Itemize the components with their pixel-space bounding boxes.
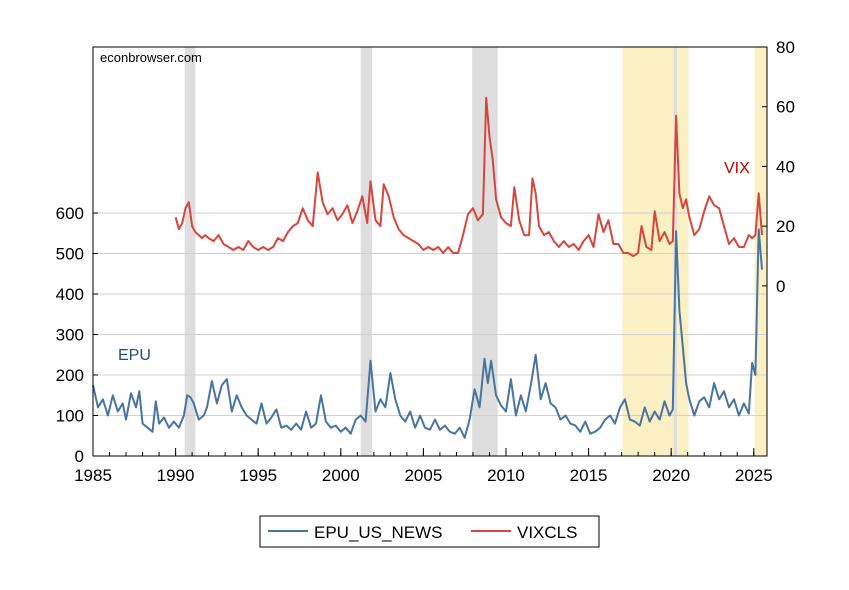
x-tick-label: 2020 <box>652 466 690 485</box>
y-right-tick-label: 0 <box>776 277 785 296</box>
legend-label-vix: VIXCLS <box>517 523 577 542</box>
series-line-epu_us_news <box>92 228 763 439</box>
y-axis-right: 0 20 40 60 80 <box>762 38 795 296</box>
x-tick-label: 2025 <box>735 466 773 485</box>
x-tick-label: 2010 <box>487 466 525 485</box>
y-right-tick-label: 60 <box>776 98 795 117</box>
series-lines <box>92 96 763 439</box>
series-line-vixcls <box>174 96 763 257</box>
y-right-tick-label: 40 <box>776 157 795 176</box>
x-tick-label: 2005 <box>404 466 442 485</box>
x-tick-label: 2015 <box>570 466 608 485</box>
x-tick-label: 1990 <box>157 466 195 485</box>
y-left-tick-label: 300 <box>56 326 84 345</box>
y-right-tick-label: 80 <box>776 38 795 57</box>
legend-label-epu: EPU_US_NEWS <box>314 523 442 542</box>
x-tick-label: 1995 <box>239 466 277 485</box>
x-tick-label: 1985 <box>74 466 112 485</box>
y-right-tick-label: 20 <box>776 217 795 236</box>
watermark: econbrowser.com <box>100 50 202 65</box>
y-axis-left: 0 100 200 300 400 500 600 <box>56 204 98 466</box>
recession-band-0 <box>184 47 196 456</box>
highlight-band-0 <box>622 47 689 456</box>
legend-box <box>259 515 600 548</box>
y-left-tick-label: 500 <box>56 245 84 264</box>
recession-band-1 <box>360 47 373 456</box>
plot-border <box>92 46 768 457</box>
y-left-tick-label: 600 <box>56 204 84 223</box>
annotation-vix: VIX <box>724 160 750 177</box>
y-left-tick-label: 0 <box>75 447 84 466</box>
legend: EPU_US_NEWS VIXCLS <box>259 515 600 548</box>
x-axis: 1985 1990 1995 2000 2005 2010 2015 2020 2025 <box>74 448 773 485</box>
y-left-tick-label: 200 <box>56 366 84 385</box>
y-left-tick-label: 400 <box>56 285 84 304</box>
y-left-tick-label: 100 <box>56 407 84 426</box>
annotation-epu: EPU <box>118 347 151 364</box>
x-tick-label: 2000 <box>322 466 360 485</box>
